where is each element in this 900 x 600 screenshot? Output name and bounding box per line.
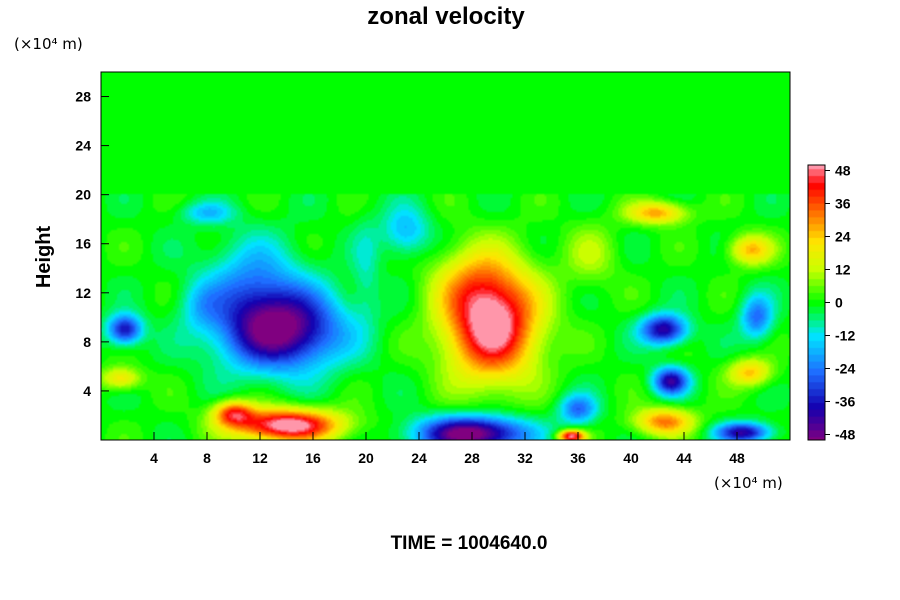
x-unit-label: (×10⁴ m) <box>714 474 783 492</box>
y-tick-label: 24 <box>75 138 91 154</box>
colorbar-tick-label: 36 <box>835 196 851 212</box>
y-tick-label: 12 <box>75 285 91 301</box>
y-tick-label: 16 <box>75 236 91 252</box>
x-tick-label: 36 <box>570 450 586 466</box>
y-tick-label: 8 <box>83 334 91 350</box>
x-tick-label: 40 <box>623 450 639 466</box>
x-tick-label: 8 <box>203 450 211 466</box>
chart-title: zonal velocity <box>367 3 525 30</box>
colorbar: 48 36 24 12 0 -12 -24 -36 -48 <box>807 163 855 443</box>
y-axis: 4 8 12 16 20 24 28 <box>75 89 109 399</box>
colorbar-tick-label: 48 <box>835 163 851 179</box>
colorbar-tick-label: 12 <box>835 262 851 278</box>
x-tick-label: 20 <box>358 450 374 466</box>
colorbar-gradient <box>808 165 825 440</box>
colorbar-tick-label: 24 <box>835 229 851 245</box>
colorbar-tick-label: -48 <box>835 427 855 443</box>
x-tick-label: 44 <box>676 450 692 466</box>
velocity-field <box>101 72 790 440</box>
x-tick-label: 12 <box>252 450 268 466</box>
x-axis: 4 8 12 16 20 24 28 32 36 40 44 48 <box>150 432 745 466</box>
colorbar-tick-label: -36 <box>835 394 855 410</box>
y-tick-label: 4 <box>83 383 91 399</box>
plot-frame <box>100 71 791 441</box>
y-tick-label: 20 <box>75 187 91 203</box>
colorbar-tick-label: -12 <box>835 328 855 344</box>
x-tick-label: 16 <box>305 450 321 466</box>
plot-area <box>100 71 791 441</box>
x-tick-label: 32 <box>517 450 533 466</box>
y-tick-label: 28 <box>75 89 91 105</box>
y-axis-label: Height <box>33 226 55 289</box>
y-unit-label: (×10⁴ m) <box>14 35 83 53</box>
colorbar-tick-label: 0 <box>835 295 843 311</box>
colorbar-ticks: 48 36 24 12 0 -12 -24 -36 -48 <box>825 163 855 443</box>
x-tick-label: 48 <box>729 450 745 466</box>
x-tick-label: 24 <box>411 450 427 466</box>
x-tick-label: 4 <box>150 450 158 466</box>
x-tick-label: 28 <box>464 450 480 466</box>
colorbar-tick-label: -24 <box>835 361 855 377</box>
time-annotation: TIME = 1004640.0 <box>391 533 548 554</box>
